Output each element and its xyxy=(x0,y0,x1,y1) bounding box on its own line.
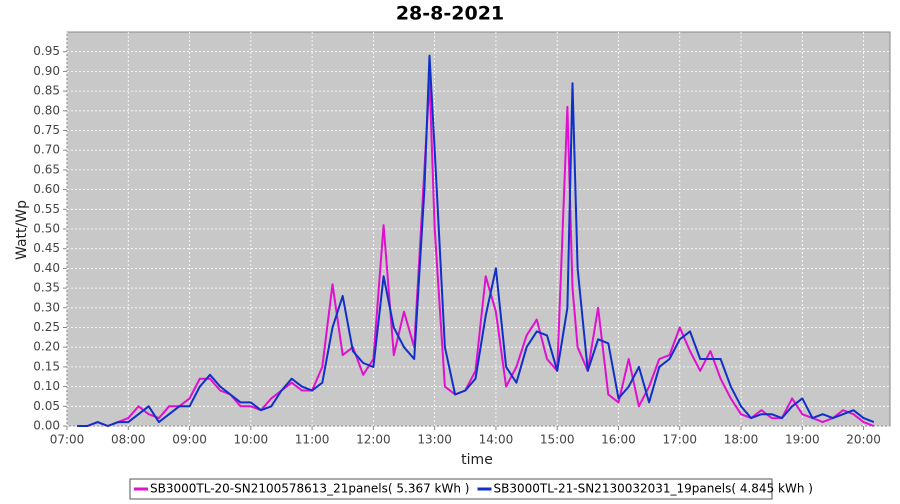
y-tick-label: 0.65 xyxy=(33,162,60,176)
x-tick-label: 17:00 xyxy=(662,433,697,447)
y-tick-label: 0.25 xyxy=(33,320,60,334)
x-tick-label: 12:00 xyxy=(356,433,391,447)
x-tick-label: 13:00 xyxy=(417,433,452,447)
y-tick-label: 0.75 xyxy=(33,123,60,137)
x-axis-label: time xyxy=(461,452,493,468)
y-tick-label: 0.05 xyxy=(33,399,60,413)
x-tick-label: 16:00 xyxy=(601,433,636,447)
y-tick-label: 0.00 xyxy=(33,419,60,433)
y-tick-label: 0.85 xyxy=(33,84,60,98)
y-tick-label: 0.60 xyxy=(33,182,60,196)
y-tick-label: 0.50 xyxy=(33,222,60,236)
y-tick-label: 0.45 xyxy=(33,241,60,255)
y-axis-label: Watt/Wp xyxy=(14,200,30,260)
series-line xyxy=(77,54,875,427)
y-tick-label: 0.95 xyxy=(33,44,60,58)
y-tick-label: 0.80 xyxy=(33,103,60,117)
y-tick-label: 0.70 xyxy=(33,143,60,157)
y-tick-label: 0.90 xyxy=(33,64,60,78)
x-tick-label: 18:00 xyxy=(724,433,759,447)
x-tick-label: 19:00 xyxy=(785,433,820,447)
y-tick-label: 0.20 xyxy=(33,340,60,354)
x-tick-label: 09:00 xyxy=(172,433,207,447)
legend xyxy=(129,478,773,500)
x-tick-label: 07:00 xyxy=(50,433,85,447)
x-tick-label: 14:00 xyxy=(479,433,514,447)
y-tick-label: 0.30 xyxy=(33,300,60,314)
x-tick-label: 10:00 xyxy=(234,433,269,447)
legend-label: SB3000TL-20-SN2100578613_21panels( 5.367… xyxy=(150,482,469,496)
y-tick-label: 0.15 xyxy=(33,359,60,373)
chart-title: 28-8-2021 xyxy=(396,3,504,25)
x-tick-label: 11:00 xyxy=(295,433,330,447)
x-tick-label: 15:00 xyxy=(540,433,575,447)
series-line xyxy=(77,78,875,427)
x-tick-label: 08:00 xyxy=(111,433,146,447)
y-tick-label: 0.40 xyxy=(33,261,60,275)
plot-area xyxy=(66,31,891,427)
y-tick-label: 0.55 xyxy=(33,202,60,216)
y-tick-label: 0.35 xyxy=(33,281,60,295)
x-tick-label: 20:00 xyxy=(846,433,881,447)
legend-label: SB3000TL-21-SN2130032031_19panels( 4.845… xyxy=(493,482,812,496)
y-tick-label: 0.10 xyxy=(33,379,60,393)
